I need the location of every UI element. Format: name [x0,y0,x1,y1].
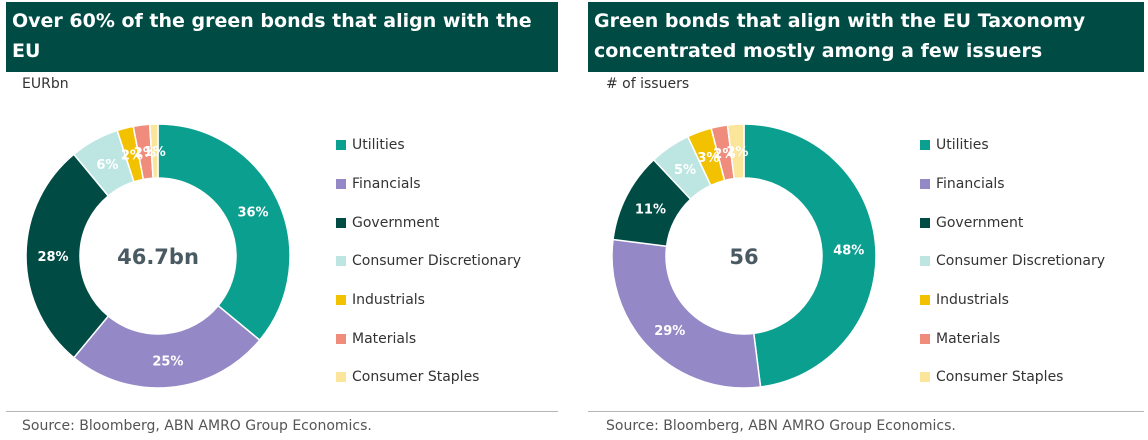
donut-chart: 36%25%28%6%2%2%1%46.7bn [25,123,291,389]
chart-title: Over 60% of the green bonds that align w… [6,2,558,92]
legend-label: Materials [936,330,1001,347]
legend-item-utilities: Utilities [336,126,521,165]
legend-swatch [920,256,930,267]
source-note: Source: Bloomberg, ABN AMRO Group Econom… [22,418,372,434]
divider [588,411,1144,412]
unit-label: EURbn [22,76,69,92]
data-label-materials: 2% [134,146,156,161]
legend-item-industrials: Industrials [336,281,521,320]
data-label-government: 28% [37,250,68,265]
legend-label: Government [352,214,440,231]
legend: Utilities Financials Government Consumer Di… [920,126,1105,397]
legend-swatch [336,140,346,151]
data-label-utilities: 36% [237,205,268,220]
center-total-label: 46.7bn [117,245,199,269]
slice-consumer-staples [148,123,159,179]
legend-label: Financials [936,176,1005,193]
data-label-consumer-staples: 1% [144,145,166,160]
legend-swatch [336,295,346,306]
data-label-consumer-discretionary: 6% [96,158,118,173]
unit-label: # of issuers [606,76,690,92]
data-label-government: 11% [635,202,666,217]
legend-swatch [920,372,930,383]
legend-item-consumer-staples: Consumer Staples [920,358,1105,397]
donut-chart: 48%29%11%5%3%2%2%56 [611,123,877,389]
legend-label: Consumer Discretionary [936,253,1105,270]
data-label-materials: 2% [713,147,735,162]
legend-label: Industrials [936,292,1009,309]
legend-item-financials: Financials [920,165,1105,204]
legend-item-consumer-discretionary: Consumer Discretionary [920,242,1105,281]
legend-item-government: Government [336,203,521,242]
legend-item-consumer-staples: Consumer Staples [336,358,521,397]
legend-item-materials: Materials [920,319,1105,358]
data-label-financials: 29% [654,324,685,339]
legend-label: Utilities [352,137,405,154]
slice-financials [611,238,762,389]
legend-label: Industrials [352,292,425,309]
legend-label: Consumer Discretionary [352,253,521,270]
data-label-financials: 25% [152,355,183,370]
legend-swatch [920,333,930,344]
chart-panel-right: Green bonds that align with the EU Taxon… [588,0,1148,440]
legend-label: Financials [352,176,421,193]
legend-swatch [336,333,346,344]
slice-consumer-staples [726,123,745,180]
slice-utilities [743,123,877,388]
data-label-utilities: 48% [833,243,864,258]
divider [6,411,558,412]
legend-label: Utilities [936,137,989,154]
slice-financials [72,304,261,389]
chart-title: Green bonds that align with the EU Taxon… [588,2,1144,72]
legend-swatch [920,217,930,228]
data-label-consumer-staples: 2% [726,145,748,160]
slice-government [25,153,110,359]
data-label-industrials: 2% [121,148,143,163]
chart-panel-left: Over 60% of the green bonds that align w… [0,0,560,440]
legend-item-utilities: Utilities [920,126,1105,165]
legend-label: Materials [352,330,417,347]
data-label-industrials: 3% [697,151,719,166]
center-total-label: 56 [729,245,758,269]
legend-label: Consumer Staples [936,369,1064,386]
legend-label: Consumer Staples [352,369,480,386]
legend-item-financials: Financials [336,165,521,204]
legend-item-government: Government [920,203,1105,242]
source-note: Source: Bloomberg, ABN AMRO Group Econom… [606,418,956,434]
data-label-consumer-discretionary: 5% [674,163,696,178]
slice-utilities [157,123,291,342]
legend-item-materials: Materials [336,319,521,358]
legend-item-industrials: Industrials [920,281,1105,320]
legend-swatch [336,217,346,228]
legend: Utilities Financials Government Consumer Di… [336,126,521,397]
legend-item-consumer-discretionary: Consumer Discretionary [336,242,521,281]
legend-swatch [336,256,346,267]
legend-swatch [336,372,346,383]
legend-swatch [336,179,346,190]
legend-label: Government [936,214,1024,231]
legend-swatch [920,179,930,190]
legend-swatch [920,295,930,306]
legend-swatch [920,140,930,151]
